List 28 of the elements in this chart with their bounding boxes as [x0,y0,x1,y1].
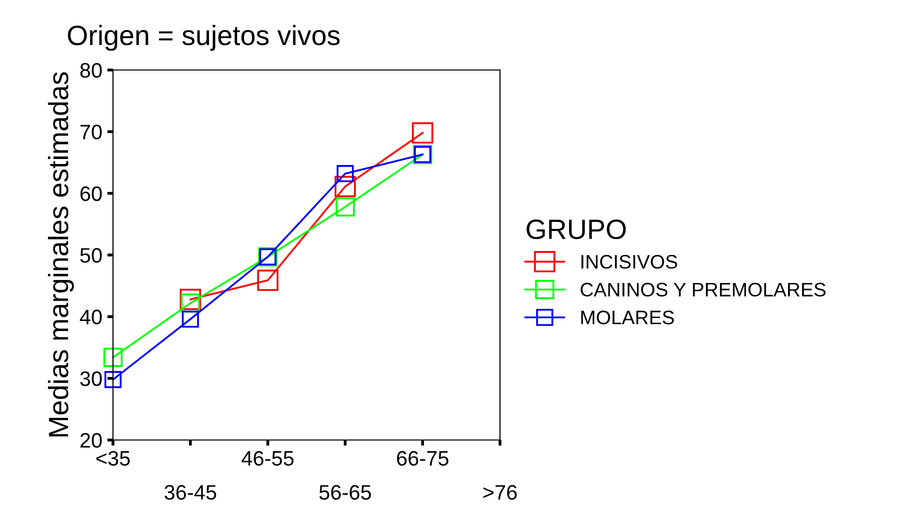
point [103,348,123,367]
point [336,165,354,182]
legend-label: MOLARES [581,310,674,324]
legend-label: INCISIVOS [581,254,678,269]
point [334,176,356,198]
x-tick-label: <35 [96,450,130,466]
x-tick-label: 46-55 [242,450,294,466]
x-tick-label: 66-75 [397,450,448,466]
point [336,197,355,216]
y-tick-label: 60 [80,186,102,202]
x-tick-label: 56-65 [319,484,371,500]
point [412,122,434,144]
x-tick-label: >76 [483,484,517,500]
legend-label: CANINOS Y PREMOLARES [580,282,826,297]
y-tick-label: 20 [80,433,102,448]
y-axis-title: Medias marginales estimadas [48,72,74,436]
point [257,270,278,291]
y-tick-label: 30 [80,371,102,386]
y-tick-label: 80 [80,63,102,78]
point [104,371,122,388]
legend-title: GRUPO [526,220,626,240]
x-tick-label: 36-45 [164,484,216,500]
point [180,288,202,310]
point [182,310,199,328]
y-tick-label: 50 [80,248,102,263]
chart-title: Origen = sujetos vivos [68,24,340,51]
y-tick-label: 70 [80,124,102,140]
y-tick-label: 40 [80,310,102,324]
